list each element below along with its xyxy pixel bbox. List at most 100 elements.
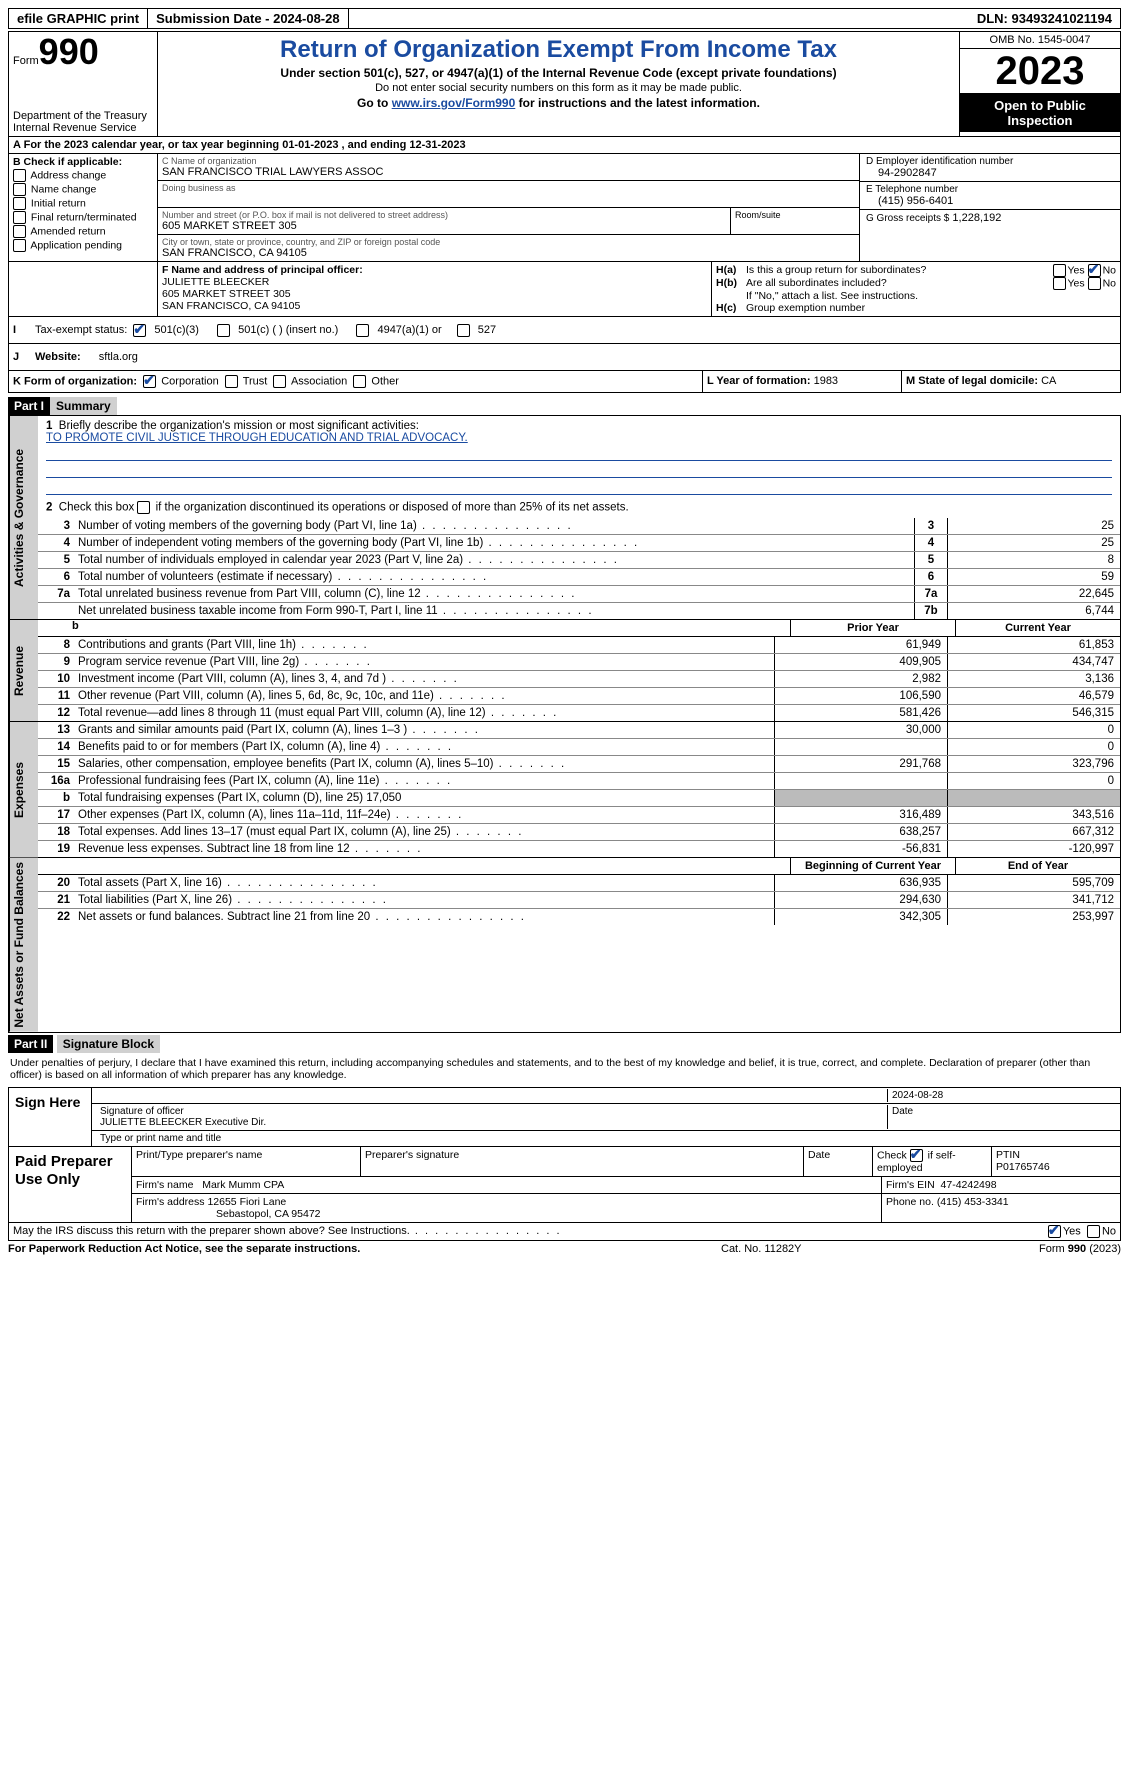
dln: DLN: 93493241021194 xyxy=(969,9,1120,28)
chk-4947[interactable] xyxy=(356,324,369,337)
chk-app-pending[interactable] xyxy=(13,239,26,252)
irs-link[interactable]: www.irs.gov/Form990 xyxy=(392,96,516,110)
beg-year-head: Beginning of Current Year xyxy=(790,858,955,874)
sign-date: 2024-08-28 xyxy=(888,1089,1116,1102)
ha-yes[interactable] xyxy=(1053,264,1066,277)
firm-ein: 47-4242498 xyxy=(941,1179,997,1191)
revenue-line: 11Other revenue (Part VIII, column (A), … xyxy=(38,688,1120,705)
revenue-section: Revenue b Prior Year Current Year 8Contr… xyxy=(8,620,1121,722)
activities-governance-section: Activities & Governance 1 Briefly descri… xyxy=(8,415,1121,620)
revenue-line: 12Total revenue—add lines 8 through 11 (… xyxy=(38,705,1120,721)
website-label: Website: xyxy=(35,351,81,363)
gov-line: 3Number of voting members of the governi… xyxy=(38,518,1120,535)
firm-addr2: Sebastopol, CA 95472 xyxy=(216,1208,321,1220)
side-label-exp: Expenses xyxy=(9,722,38,857)
website-value: sftla.org xyxy=(99,351,138,363)
state-domicile: CA xyxy=(1041,375,1056,387)
dept-treasury: Department of the Treasury xyxy=(13,110,153,122)
officer-addr1: 605 MARKET STREET 305 xyxy=(162,288,707,300)
chk-other[interactable] xyxy=(353,375,366,388)
form-header: Form990 Department of the Treasury Inter… xyxy=(8,31,1121,137)
ein-label: D Employer identification number xyxy=(866,156,1114,167)
discuss-line: May the IRS discuss this return with the… xyxy=(8,1223,1121,1241)
expense-line: 16aProfessional fundraising fees (Part I… xyxy=(38,773,1120,790)
hb-yes[interactable] xyxy=(1053,277,1066,290)
netassets-line: 21Total liabilities (Part X, line 26)294… xyxy=(38,892,1120,909)
header-left: Form990 Department of the Treasury Inter… xyxy=(9,32,158,136)
room-suite-label: Room/suite xyxy=(731,208,859,234)
side-label-na: Net Assets or Fund Balances xyxy=(9,858,38,1032)
mission-text: TO PROMOTE CIVIL JUSTICE THROUGH EDUCATI… xyxy=(46,432,468,444)
part2-bar: Part II xyxy=(8,1035,53,1053)
part2-title: Signature Block xyxy=(57,1035,160,1053)
net-assets-section: Net Assets or Fund Balances Beginning of… xyxy=(8,858,1121,1033)
firm-addr1: 12655 Fiori Lane xyxy=(207,1196,286,1208)
chk-self-employed[interactable] xyxy=(910,1149,923,1162)
revenue-line: 10Investment income (Part VIII, column (… xyxy=(38,671,1120,688)
open-inspection: Open to Public Inspection xyxy=(960,94,1120,132)
gov-line: 7aTotal unrelated business revenue from … xyxy=(38,586,1120,603)
netassets-line: 20Total assets (Part X, line 16)636,9355… xyxy=(38,875,1120,892)
perjury-statement: Under penalties of perjury, I declare th… xyxy=(8,1053,1121,1085)
form-number: 990 xyxy=(39,32,99,72)
chk-discontinued[interactable] xyxy=(137,501,150,514)
firm-name: Mark Mumm CPA xyxy=(202,1179,284,1191)
ha-no[interactable] xyxy=(1088,264,1101,277)
ptin-value: P01765746 xyxy=(996,1161,1050,1173)
gov-line: 5Total number of individuals employed in… xyxy=(38,552,1120,569)
row-i-j: I Tax-exempt status: 501(c)(3) 501(c) ( … xyxy=(8,317,1121,371)
ssn-warning: Do not enter social security numbers on … xyxy=(162,82,955,94)
org-name-label: C Name of organization xyxy=(162,156,855,166)
row-f-h: F Name and address of principal officer:… xyxy=(8,262,1121,317)
page-footer: For Paperwork Reduction Act Notice, see … xyxy=(8,1241,1121,1257)
col-b-title: B Check if applicable: xyxy=(13,156,153,168)
tel-value: (415) 956-6401 xyxy=(866,195,1114,207)
irs-label: Internal Revenue Service xyxy=(13,122,153,134)
chk-corp[interactable] xyxy=(143,375,156,388)
end-year-head: End of Year xyxy=(955,858,1120,874)
chk-trust[interactable] xyxy=(225,375,238,388)
goto-line: Go to www.irs.gov/Form990 for instructio… xyxy=(162,96,955,110)
chk-assoc[interactable] xyxy=(273,375,286,388)
col-c-org-info: C Name of organization SAN FRANCISCO TRI… xyxy=(158,154,859,261)
officer-name: JULIETTE BLEECKER xyxy=(162,276,707,288)
expense-line: bTotal fundraising expenses (Part IX, co… xyxy=(38,790,1120,807)
expense-line: 19Revenue less expenses. Subtract line 1… xyxy=(38,841,1120,857)
col-b-checkboxes: B Check if applicable: Address change Na… xyxy=(9,154,158,261)
gov-line: 6Total number of volunteers (estimate if… xyxy=(38,569,1120,586)
expense-line: 17Other expenses (Part IX, column (A), l… xyxy=(38,807,1120,824)
paid-preparer-label: Paid Preparer Use Only xyxy=(9,1147,132,1222)
header-mid: Return of Organization Exempt From Incom… xyxy=(158,32,959,136)
row-k-l-m: K Form of organization: Corporation Trus… xyxy=(8,371,1121,393)
efile-print-button[interactable]: efile GRAPHIC print xyxy=(9,9,148,28)
gov-line: Net unrelated business taxable income fr… xyxy=(38,603,1120,619)
chk-name-change[interactable] xyxy=(13,183,26,196)
form-subtitle: Under section 501(c), 527, or 4947(a)(1)… xyxy=(162,66,955,80)
tax-exempt-label: Tax-exempt status: xyxy=(35,324,127,336)
revenue-line: 8Contributions and grants (Part VIII, li… xyxy=(38,637,1120,654)
form-title: Return of Organization Exempt From Incom… xyxy=(162,36,955,64)
chk-501c[interactable] xyxy=(217,324,230,337)
discuss-no[interactable] xyxy=(1087,1225,1100,1238)
discuss-yes[interactable] xyxy=(1048,1225,1061,1238)
submission-date: Submission Date - 2024-08-28 xyxy=(148,9,349,28)
netassets-line: 22Net assets or fund balances. Subtract … xyxy=(38,909,1120,925)
header-right: OMB No. 1545-0047 2023 Open to Public In… xyxy=(959,32,1120,136)
paperwork-notice: For Paperwork Reduction Act Notice, see … xyxy=(8,1243,721,1255)
chk-initial-return[interactable] xyxy=(13,197,26,210)
chk-501c3[interactable] xyxy=(133,324,146,337)
tel-label: E Telephone number xyxy=(866,184,1114,195)
expense-line: 14Benefits paid to or for members (Part … xyxy=(38,739,1120,756)
chk-final-return[interactable] xyxy=(13,211,26,224)
chk-address-change[interactable] xyxy=(13,169,26,182)
year-formation: 1983 xyxy=(814,375,838,387)
gov-line: 4Number of independent voting members of… xyxy=(38,535,1120,552)
hb-no[interactable] xyxy=(1088,277,1101,290)
chk-amended[interactable] xyxy=(13,225,26,238)
expense-line: 13Grants and similar amounts paid (Part … xyxy=(38,722,1120,739)
org-city: SAN FRANCISCO, CA 94105 xyxy=(162,247,855,259)
dba-label: Doing business as xyxy=(162,183,855,193)
chk-527[interactable] xyxy=(457,324,470,337)
officer-signature: JULIETTE BLEECKER Executive Dir. xyxy=(100,1117,883,1128)
expenses-section: Expenses 13Grants and similar amounts pa… xyxy=(8,722,1121,858)
